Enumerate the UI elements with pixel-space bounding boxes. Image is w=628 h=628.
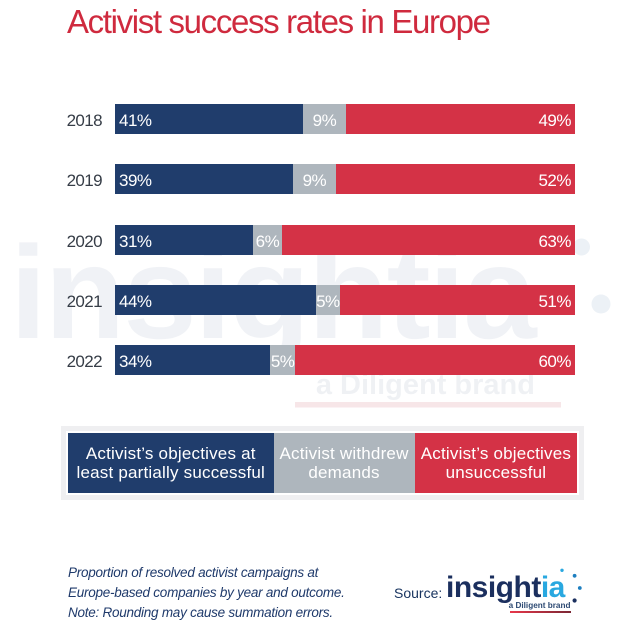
svg-text:insightia: insightia <box>446 571 566 604</box>
svg-text:a Diligent brand: a Diligent brand <box>509 601 571 610</box>
